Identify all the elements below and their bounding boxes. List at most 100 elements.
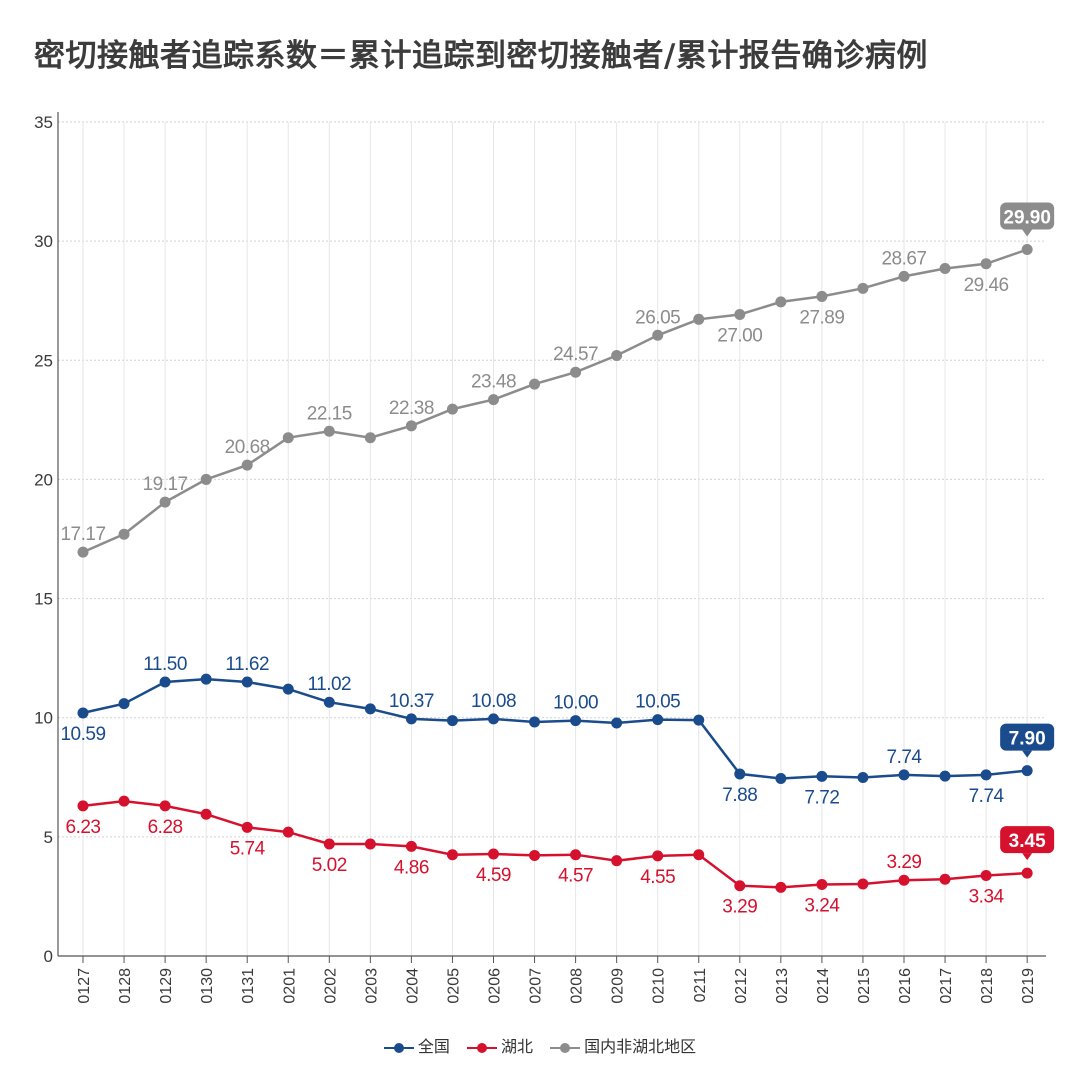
- final-value-label: 3.45: [1009, 831, 1046, 852]
- data-point: [77, 707, 89, 719]
- data-point: [200, 673, 212, 685]
- legend-marker-non-hubei: [550, 1041, 581, 1055]
- x-tick-label: 0211: [692, 968, 709, 1003]
- data-point: [857, 282, 869, 294]
- final-value-label: 29.90: [1003, 207, 1051, 228]
- data-label: 5.02: [312, 855, 347, 876]
- data-point: [734, 768, 746, 780]
- data-label: 27.00: [717, 326, 762, 347]
- data-label: 10.08: [471, 691, 516, 712]
- data-point: [200, 808, 212, 820]
- data-point: [775, 772, 787, 784]
- data-point: [857, 878, 869, 890]
- data-point: [364, 703, 376, 715]
- data-point: [693, 313, 705, 325]
- data-point: [898, 874, 910, 886]
- data-point: [734, 309, 746, 321]
- legend-dot: [476, 1042, 487, 1053]
- final-value-badge-pointer: [1022, 853, 1033, 861]
- data-point: [241, 821, 253, 833]
- final-value-label: 7.90: [1009, 729, 1046, 750]
- data-label: 10.59: [60, 724, 105, 745]
- data-point: [529, 849, 541, 861]
- data-point: [816, 879, 828, 891]
- data-point: [77, 546, 89, 558]
- data-label: 4.86: [394, 857, 429, 878]
- legend-marker-hubei: [466, 1041, 497, 1055]
- data-label: 11.50: [143, 654, 187, 675]
- data-point: [364, 432, 376, 444]
- y-tick-label: 5: [44, 828, 53, 847]
- series-line: [82, 248, 1028, 554]
- x-tick-label: 0131: [240, 968, 257, 1004]
- data-label: 6.23: [66, 817, 101, 838]
- legend-item-hubei[interactable]: 湖北: [466, 1033, 533, 1057]
- data-label: 23.48: [471, 372, 516, 393]
- legend-item-non-hubei[interactable]: 国内非湖北地区: [550, 1033, 696, 1057]
- chart-title: 密切接触者追踪系数＝累计追踪到密切接触者/累计报告确诊病例: [34, 38, 928, 74]
- x-tick-label: 0205: [445, 968, 462, 1004]
- data-label: 24.57: [553, 344, 598, 365]
- data-label: 22.38: [389, 398, 434, 419]
- data-point: [118, 795, 130, 807]
- data-label: 11.02: [307, 674, 351, 695]
- x-tick-label: 0127: [76, 968, 93, 1004]
- data-label: 19.17: [143, 474, 188, 495]
- x-tick-label: 0207: [528, 968, 545, 1004]
- legend-marker-national: [383, 1041, 414, 1055]
- data-point: [323, 425, 335, 437]
- x-tick-label: 0215: [856, 968, 873, 1004]
- data-point: [1021, 765, 1033, 777]
- legend-item-national[interactable]: 全国: [383, 1033, 450, 1057]
- data-point: [488, 848, 499, 860]
- x-tick-label: 0203: [363, 968, 380, 1004]
- data-point: [323, 838, 335, 850]
- data-point: [734, 880, 746, 892]
- x-tick-label: 0128: [117, 968, 134, 1004]
- data-point: [488, 713, 499, 725]
- data-point: [652, 714, 664, 726]
- data-label: 10.00: [553, 693, 598, 714]
- data-point: [323, 696, 335, 708]
- data-point: [652, 329, 664, 341]
- data-point: [816, 290, 828, 302]
- data-point: [118, 528, 130, 540]
- data-point: [1021, 243, 1033, 255]
- data-point: [611, 855, 623, 867]
- data-point: [159, 800, 171, 812]
- data-label: 20.68: [225, 437, 270, 458]
- data-label: 6.28: [148, 817, 183, 838]
- x-tick-label: 0214: [815, 968, 832, 1004]
- data-label: 3.34: [969, 886, 1005, 907]
- data-point: [857, 772, 869, 784]
- data-point: [939, 873, 951, 885]
- data-point: [529, 716, 541, 728]
- x-tick-label: 0217: [938, 968, 955, 1004]
- y-tick-label: 10: [34, 709, 53, 728]
- data-label: 4.55: [640, 867, 675, 888]
- data-label: 17.17: [60, 524, 105, 545]
- chart-legend: 全国 湖北 国内非湖北地区: [0, 1033, 1080, 1057]
- data-point: [405, 840, 417, 852]
- data-point: [775, 881, 787, 893]
- legend-label-national: 全国: [417, 1037, 450, 1056]
- x-tick-label: 0129: [158, 968, 175, 1004]
- data-point: [282, 432, 294, 444]
- data-label: 7.72: [804, 787, 839, 808]
- data-label: 10.05: [635, 692, 680, 713]
- data-label: 28.67: [881, 248, 926, 269]
- y-tick-label: 30: [34, 232, 53, 251]
- data-label: 10.37: [389, 691, 434, 712]
- final-value-badge: [1000, 826, 1055, 854]
- data-label: 27.89: [799, 307, 844, 328]
- data-point: [980, 258, 992, 270]
- data-point: [1021, 867, 1033, 879]
- data-label: 3.29: [722, 897, 757, 918]
- data-point: [611, 350, 623, 362]
- data-label: 3.29: [887, 852, 922, 873]
- data-point: [77, 800, 89, 812]
- data-point: [159, 676, 171, 688]
- final-value-badge: [1000, 723, 1055, 751]
- data-label: 22.15: [307, 403, 352, 424]
